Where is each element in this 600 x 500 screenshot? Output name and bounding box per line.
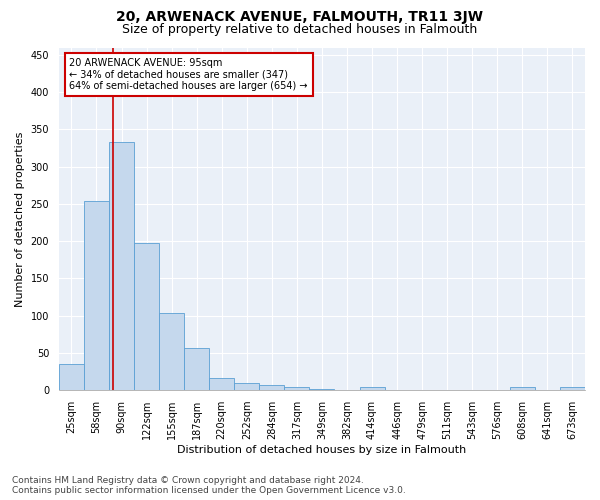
Text: Contains HM Land Registry data © Crown copyright and database right 2024.
Contai: Contains HM Land Registry data © Crown c… bbox=[12, 476, 406, 495]
Bar bbox=[134, 244, 159, 390]
Text: 20, ARWENACK AVENUE, FALMOUTH, TR11 3JW: 20, ARWENACK AVENUE, FALMOUTH, TR11 3JW bbox=[116, 10, 484, 24]
Bar bbox=[209, 378, 234, 390]
Text: Size of property relative to detached houses in Falmouth: Size of property relative to detached ho… bbox=[122, 22, 478, 36]
Bar bbox=[234, 383, 259, 390]
Bar bbox=[159, 312, 184, 390]
Bar bbox=[59, 364, 84, 390]
Bar bbox=[510, 387, 535, 390]
Bar bbox=[84, 201, 109, 390]
Bar bbox=[259, 385, 284, 390]
Bar bbox=[284, 387, 310, 390]
Bar bbox=[109, 142, 134, 390]
Text: 20 ARWENACK AVENUE: 95sqm
← 34% of detached houses are smaller (347)
64% of semi: 20 ARWENACK AVENUE: 95sqm ← 34% of detac… bbox=[70, 58, 308, 91]
X-axis label: Distribution of detached houses by size in Falmouth: Distribution of detached houses by size … bbox=[178, 445, 467, 455]
Bar bbox=[560, 387, 585, 390]
Bar bbox=[359, 387, 385, 390]
Bar bbox=[184, 348, 209, 390]
Y-axis label: Number of detached properties: Number of detached properties bbox=[15, 131, 25, 306]
